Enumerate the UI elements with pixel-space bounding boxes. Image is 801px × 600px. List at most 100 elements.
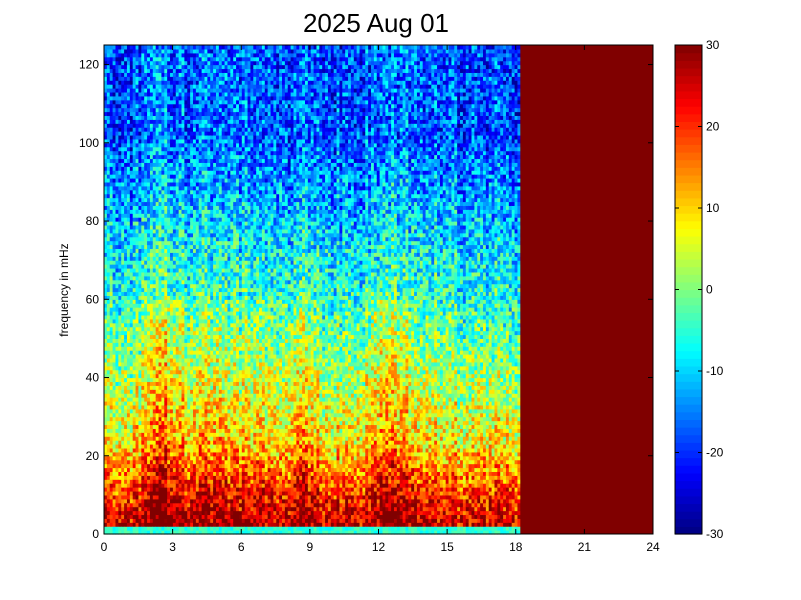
heatmap-cell [121, 119, 125, 124]
heatmap-cell [149, 361, 154, 367]
heatmap-cell [106, 56, 111, 62]
heatmap-cell [124, 197, 128, 203]
heatmap-cell [152, 115, 157, 120]
heatmap-cell [155, 95, 160, 101]
heatmap-cell [112, 346, 117, 351]
heatmap-cell [121, 228, 125, 234]
heatmap-cell [147, 420, 151, 426]
heatmap-cell [115, 311, 119, 316]
heatmap-cell [129, 303, 134, 308]
heatmap-cell [147, 244, 151, 250]
heatmap-cell [149, 475, 154, 480]
heatmap-cell [152, 420, 157, 426]
heatmap-cell [129, 127, 134, 132]
heatmap-cell [121, 420, 125, 426]
heatmap-cell [158, 451, 163, 457]
heatmap-cell [141, 146, 145, 152]
heatmap-cell [152, 291, 157, 296]
heatmap-cell [115, 174, 119, 179]
heatmap-cell [126, 440, 131, 445]
heatmap-cell [138, 201, 142, 206]
heatmap-cell [147, 279, 151, 285]
heatmap-cell [155, 162, 160, 167]
heatmap-cell [132, 232, 137, 238]
heatmap-cell [126, 365, 131, 371]
heatmap-cell [155, 526, 160, 531]
heatmap-cell [158, 510, 163, 516]
heatmap-cell [129, 502, 134, 508]
heatmap-cell [155, 455, 160, 461]
heatmap-cell [109, 295, 114, 300]
heatmap-cell [144, 76, 148, 81]
heatmap-cell [115, 494, 119, 500]
heatmap-cell [152, 232, 157, 238]
heatmap-cell [121, 193, 125, 199]
heatmap-cell [135, 244, 140, 250]
heatmap-cell [121, 252, 125, 257]
heatmap-cell [118, 530, 122, 535]
heatmap-cell [106, 444, 111, 449]
heatmap-cell [138, 95, 142, 101]
heatmap-cell [109, 138, 114, 144]
heatmap-cell [158, 326, 163, 332]
heatmap-cell [144, 91, 148, 97]
heatmap-cell [135, 103, 140, 109]
heatmap-cell [144, 271, 148, 277]
heatmap-cell [132, 48, 137, 54]
heatmap-cell [109, 76, 114, 81]
heatmap-cell [141, 530, 145, 535]
heatmap-cell [121, 150, 125, 156]
heatmap-cell [129, 123, 134, 128]
heatmap-cell [121, 342, 125, 347]
heatmap-cell [126, 490, 131, 496]
heatmap-cell [121, 483, 125, 488]
heatmap-cell [135, 88, 140, 93]
heatmap-cell [149, 158, 154, 163]
heatmap-cell [132, 88, 137, 93]
heatmap-cell [129, 506, 134, 512]
heatmap-cell [109, 506, 114, 512]
heatmap-cell [144, 444, 148, 449]
heatmap-cell [138, 99, 142, 105]
heatmap-cell [138, 236, 142, 242]
heatmap-cell [118, 514, 122, 519]
heatmap-cell [141, 103, 145, 109]
heatmap-cell [121, 354, 125, 359]
heatmap-cell [158, 334, 163, 339]
heatmap-cell [135, 514, 140, 519]
heatmap-cell [152, 271, 157, 277]
heatmap-cell [147, 475, 151, 480]
heatmap-cell [152, 264, 157, 269]
heatmap-cell [155, 275, 160, 281]
heatmap-cell [115, 334, 119, 339]
heatmap-cell [112, 209, 117, 214]
heatmap-cell [124, 287, 128, 293]
heatmap-cell [126, 436, 131, 441]
heatmap-cell [124, 490, 128, 496]
heatmap-cell [152, 170, 157, 175]
heatmap-cell [147, 377, 151, 383]
heatmap-cell [124, 377, 128, 383]
heatmap-cell [138, 166, 142, 171]
heatmap-cell [124, 256, 128, 261]
heatmap-cell [149, 189, 154, 195]
heatmap-cell [109, 428, 114, 433]
heatmap-cell [118, 64, 122, 70]
heatmap-cell [109, 166, 114, 171]
heatmap-cell [118, 185, 122, 191]
heatmap-cell [158, 416, 163, 422]
heatmap-cell [129, 451, 134, 457]
heatmap-cell [112, 510, 117, 516]
heatmap-cell [138, 342, 142, 347]
heatmap-cell [135, 471, 140, 476]
heatmap-cell [141, 502, 145, 508]
heatmap-cell [115, 393, 119, 398]
heatmap-cell [104, 193, 108, 199]
heatmap-cell [118, 236, 122, 242]
heatmap-cell [144, 193, 148, 199]
heatmap-cell [149, 487, 154, 492]
heatmap-cell [109, 185, 114, 191]
heatmap-cell [141, 264, 145, 269]
heatmap-cell [109, 56, 114, 62]
heatmap-cell [144, 64, 148, 70]
